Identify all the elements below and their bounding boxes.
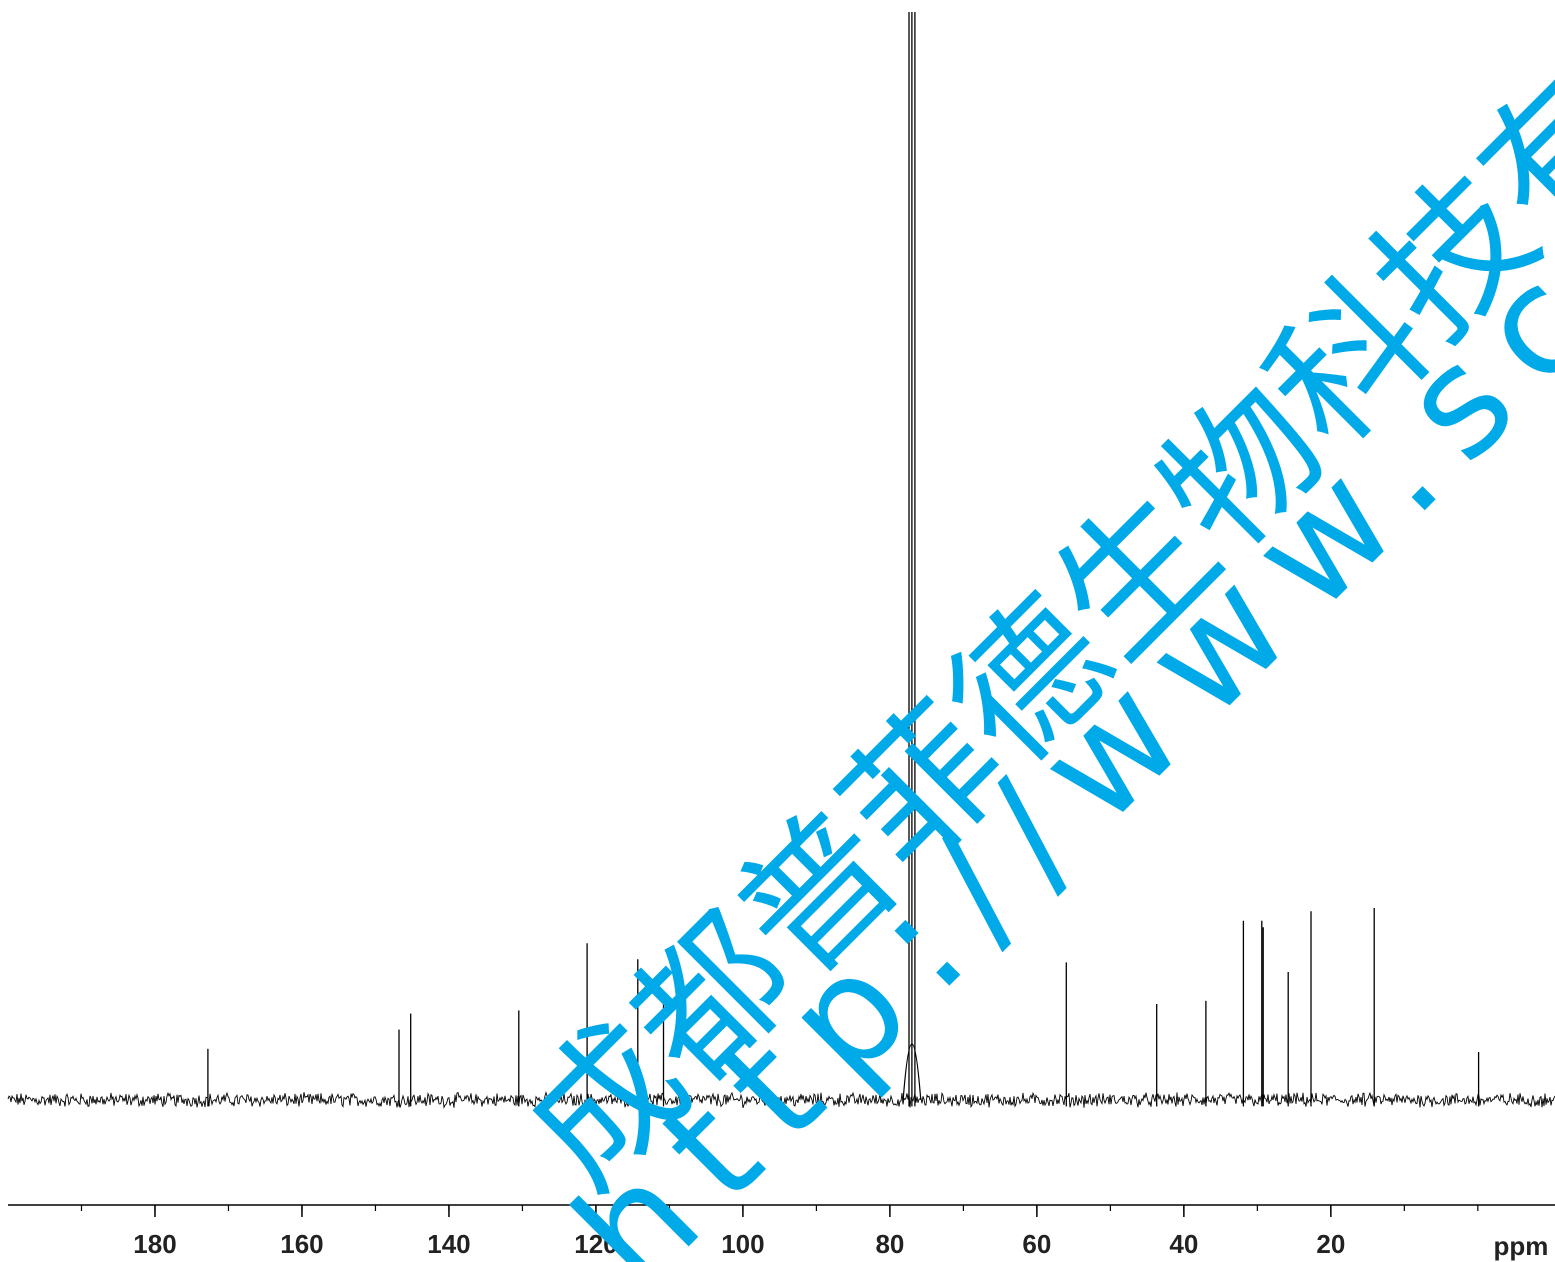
x-axis: 180 160 140 120 100 80 60 40 20 ppm — [8, 1204, 1555, 1261]
x-axis-tick-label: 120 — [574, 1229, 617, 1259]
x-axis-ticks: 180 160 140 120 100 80 60 40 20 — [80, 1205, 1479, 1259]
x-axis-tick-label: 180 — [133, 1229, 176, 1259]
x-axis-tick-label: 80 — [875, 1229, 904, 1259]
x-axis-tick-label: 160 — [280, 1229, 323, 1259]
x-axis-tick-label: 140 — [427, 1229, 470, 1259]
x-axis-unit-label: ppm — [1494, 1231, 1549, 1261]
watermark-company-name: 成都普菲德生物科技有限公 — [492, 0, 1555, 1220]
spectrum-baseline-noise — [7, 1091, 1555, 1109]
x-axis-tick-label: 60 — [1022, 1229, 1051, 1259]
spectrum-layer — [7, 12, 1555, 1109]
watermark: 成都普菲德生物科技有限公 http://www.sc-victory — [492, 0, 1555, 1262]
x-axis-tick-label: 100 — [721, 1229, 764, 1259]
x-axis-tick-label: 40 — [1169, 1229, 1198, 1259]
x-axis-tick-label: 20 — [1316, 1229, 1345, 1259]
